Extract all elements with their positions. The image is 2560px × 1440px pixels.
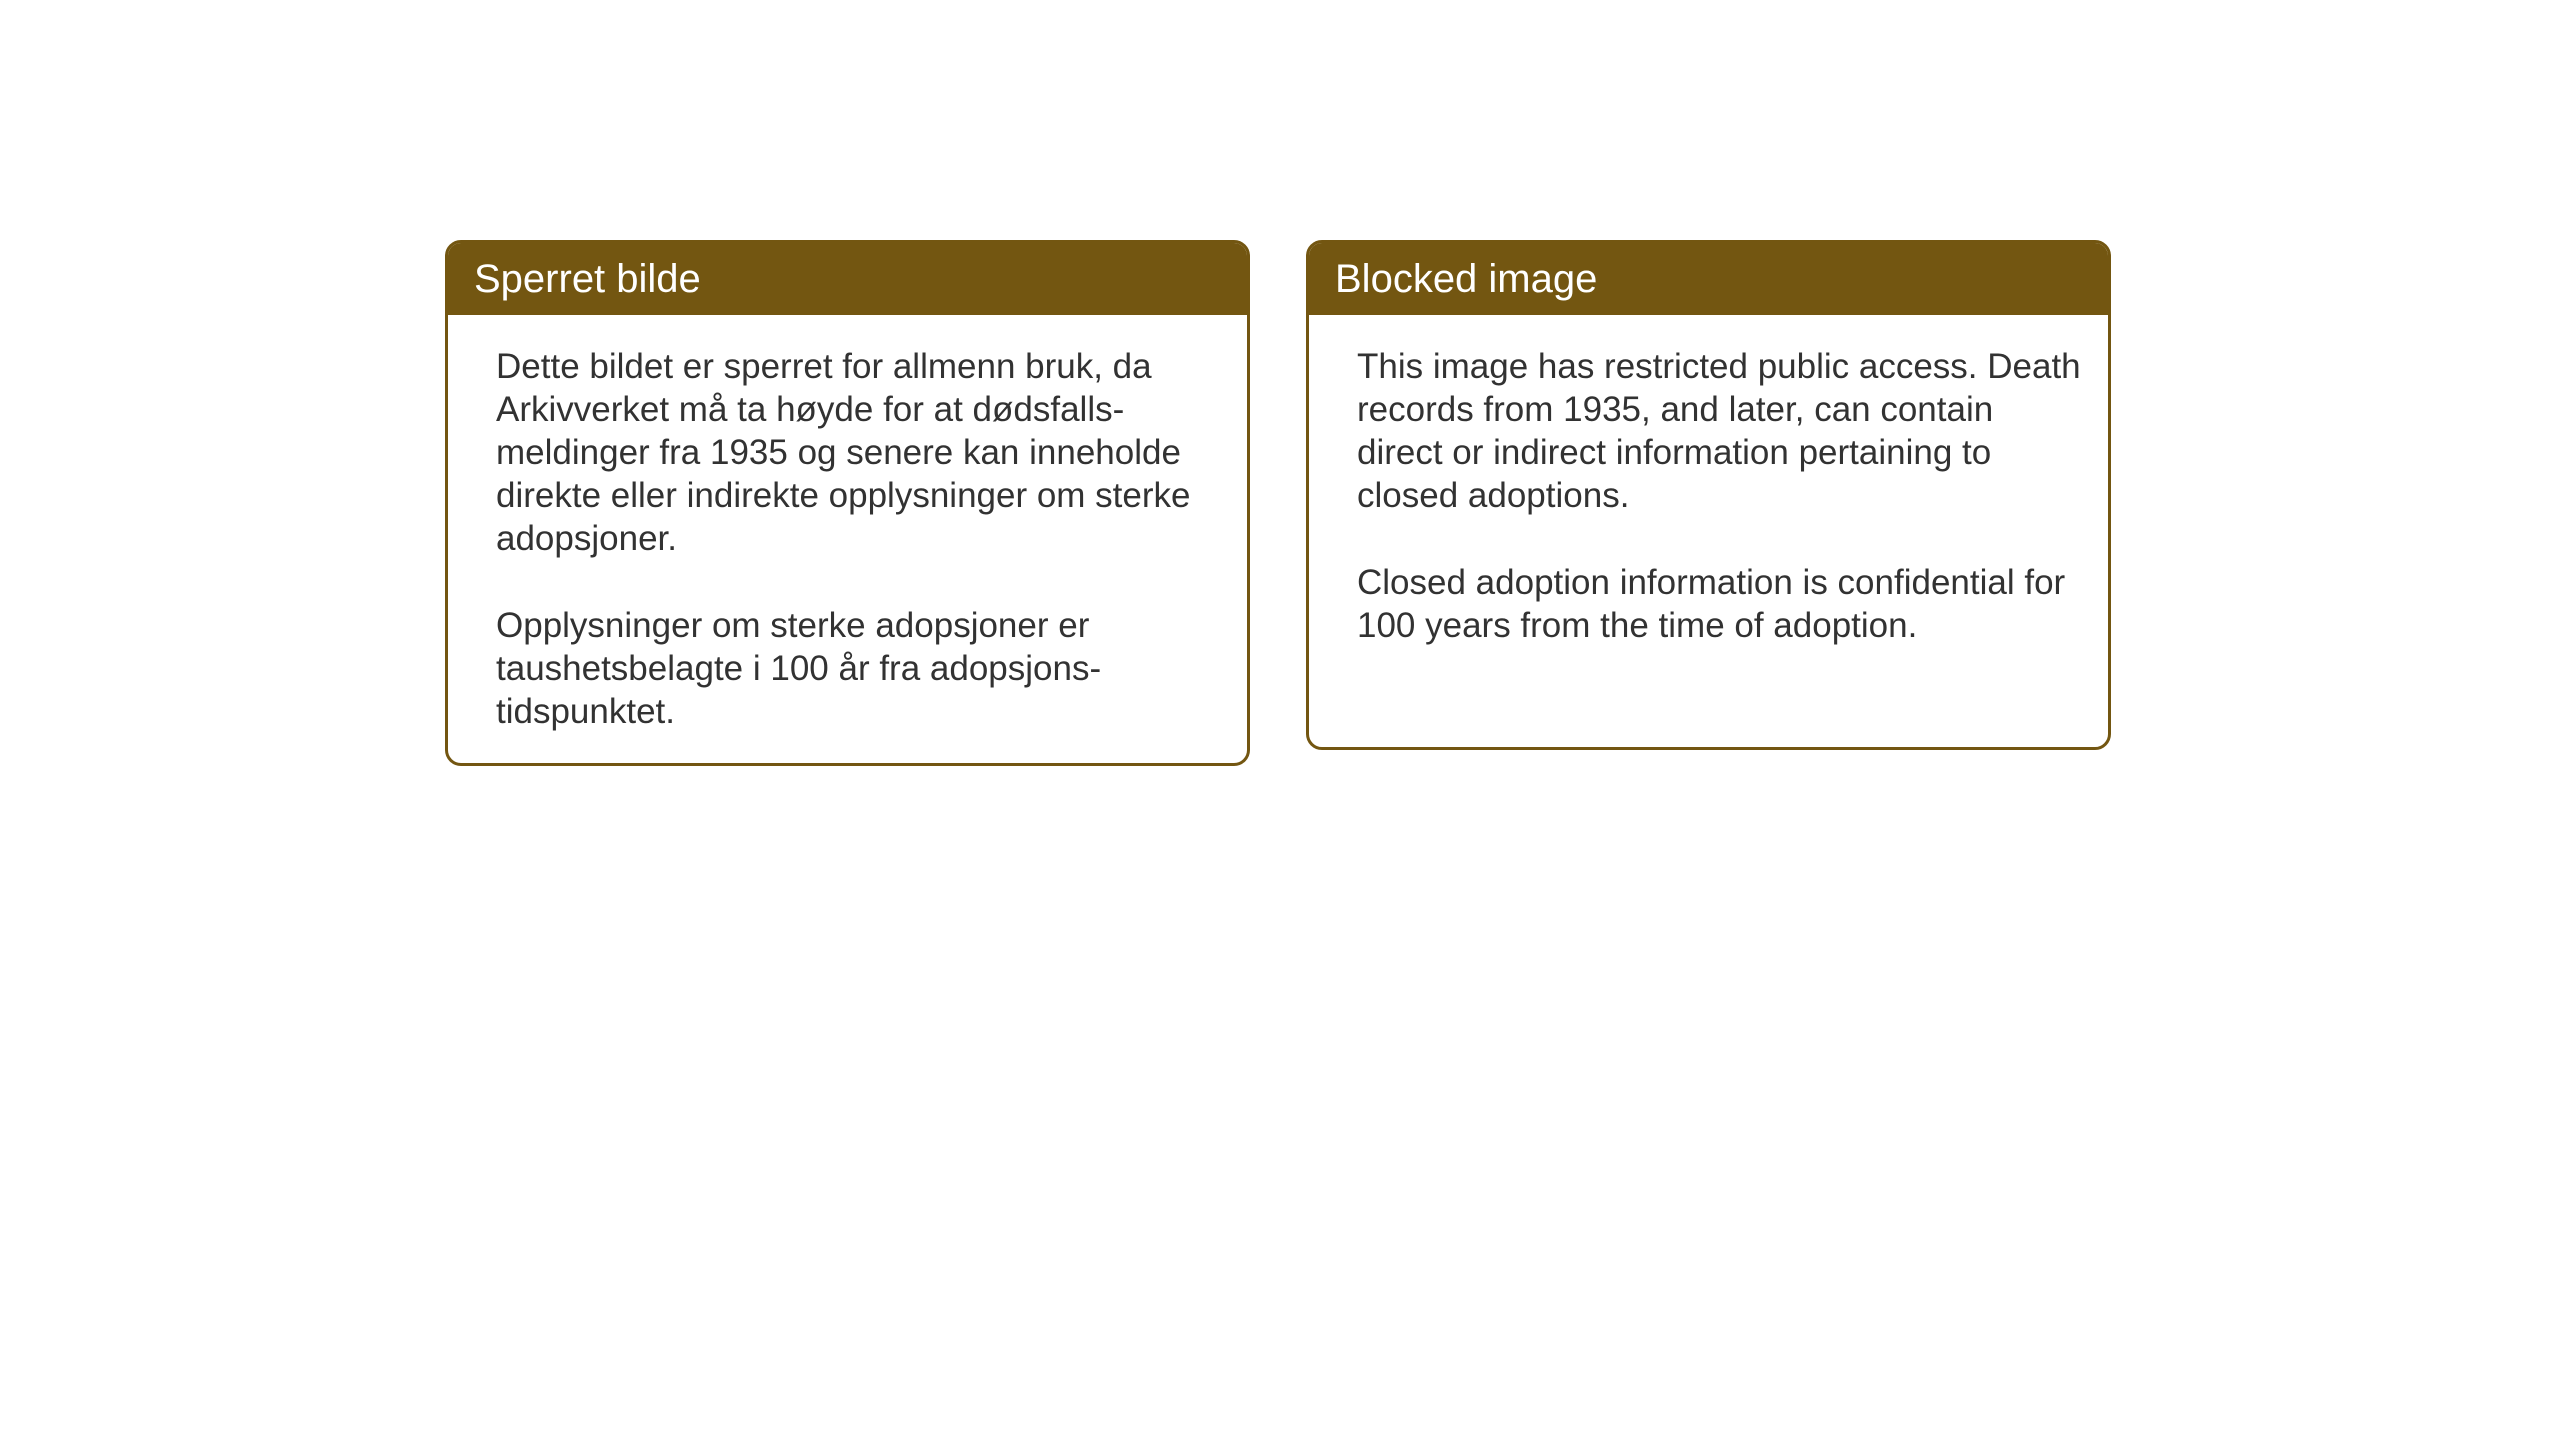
- card-title-norwegian: Sperret bilde: [474, 257, 701, 301]
- notice-card-english: Blocked image This image has restricted …: [1306, 240, 2111, 750]
- card-header-english: Blocked image: [1309, 243, 2108, 315]
- card-header-norwegian: Sperret bilde: [448, 243, 1247, 315]
- paragraph-1-norwegian: Dette bildet er sperret for allmenn bruk…: [496, 345, 1227, 560]
- card-title-english: Blocked image: [1335, 257, 1597, 301]
- paragraph-1-english: This image has restricted public access.…: [1357, 345, 2088, 517]
- notice-card-norwegian: Sperret bilde Dette bildet er sperret fo…: [445, 240, 1250, 766]
- paragraph-2-english: Closed adoption information is confident…: [1357, 561, 2088, 647]
- notice-container: Sperret bilde Dette bildet er sperret fo…: [445, 240, 2111, 766]
- card-body-norwegian: Dette bildet er sperret for allmenn bruk…: [448, 315, 1247, 763]
- paragraph-2-norwegian: Opplysninger om sterke adopsjoner er tau…: [496, 604, 1227, 733]
- card-body-english: This image has restricted public access.…: [1309, 315, 2108, 677]
